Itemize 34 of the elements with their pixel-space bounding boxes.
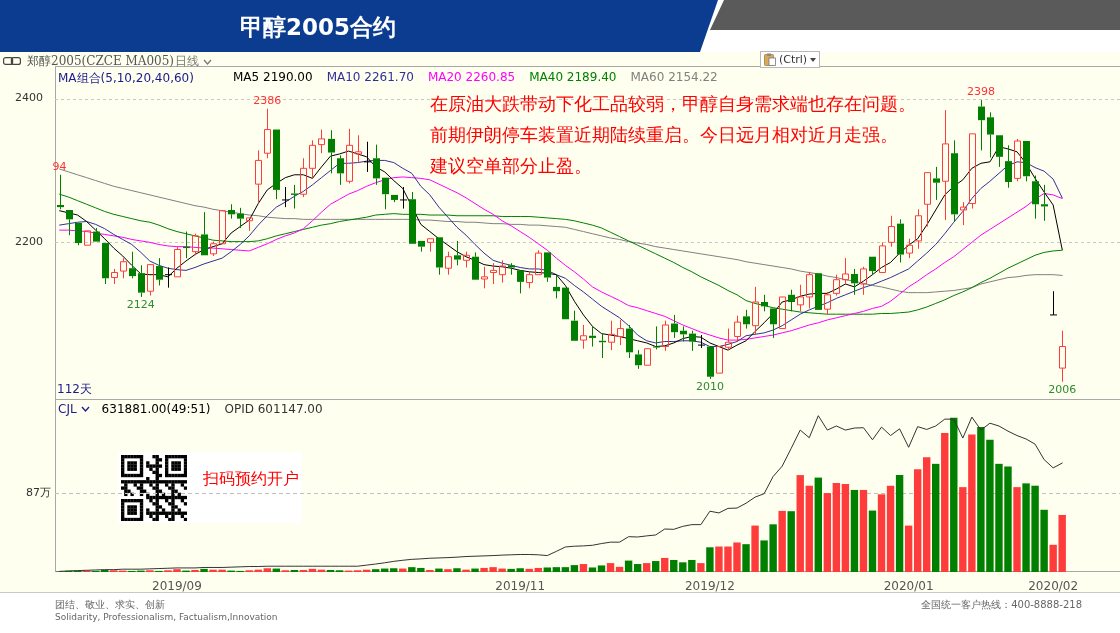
y-tick-label: 2200 [15, 235, 43, 249]
annotation: 2398 [966, 85, 995, 99]
text: MA10 2261.70 [326, 70, 414, 84]
annotation: 112天 [57, 381, 92, 398]
text: MA5 2190.00 [233, 70, 313, 84]
text: Solidarity, Professionalism, Factualism,Innovation [55, 612, 278, 622]
text: MA20 2260.85 [427, 70, 516, 84]
annotation: 前期伊朗停车装置近期陆续重启。今日远月相对近月走强。 [430, 123, 898, 147]
x-tick-label: 2020/02 [1028, 579, 1079, 594]
annotation: 建议空单部分止盈。 [430, 154, 592, 178]
x-tick-label: 2019/12 [684, 579, 735, 594]
text: CJL 631881.00(49:51) [58, 402, 211, 416]
chart-title: 甲醇2005合约 [240, 13, 397, 42]
paste-button: (Ctrl) [760, 51, 821, 68]
annotation: 2386 [253, 94, 282, 108]
legend-title: MA组合(5,10,20,40,60) [58, 70, 194, 87]
y-tick-label: 2400 [15, 91, 43, 105]
x-tick-label: 2020/01 [883, 579, 934, 594]
ref-line-label: 87万 [26, 486, 51, 500]
annotation: 扫码预约开户 [203, 469, 299, 490]
chart-subtitle: 郑醇2005(CZCE MA005) [27, 53, 175, 70]
x-tick-label: 2019/09 [152, 579, 202, 594]
annotation: 94 [52, 160, 67, 174]
text: 团结、敬业、求实、创新 [55, 598, 165, 612]
text: OPID 601147.00 [224, 402, 323, 416]
annotation: 2124 [126, 298, 155, 312]
x-tick-label: 2019/11 [495, 579, 546, 594]
annotation: 2010 [695, 380, 724, 394]
text: 日线 [175, 53, 199, 70]
annotation: 在原油大跌带动下化工品较弱，甲醇自身需求端也存在问题。 [430, 92, 916, 116]
text: 全国统一客户热线：400-8888-218 [921, 598, 1082, 612]
annotation: 2006 [1048, 383, 1077, 397]
text: MA40 2189.40 [529, 70, 617, 84]
text: MA60 2154.22 [630, 70, 718, 84]
